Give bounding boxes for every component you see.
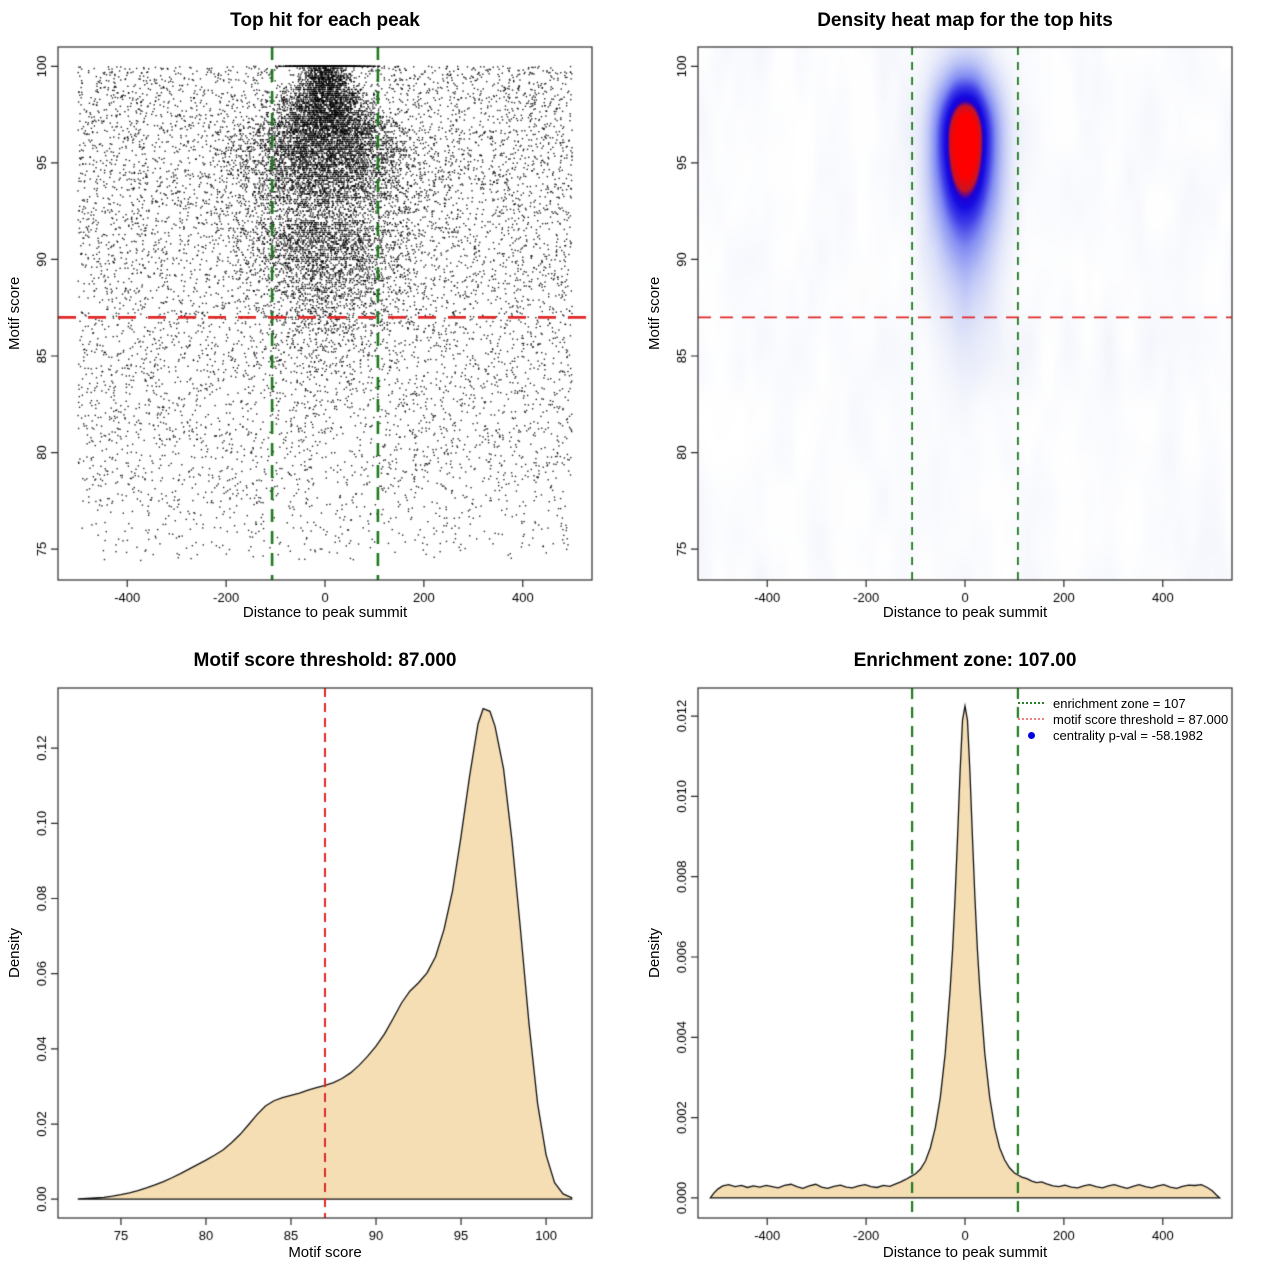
plot-legend: enrichment zone = 107 motif score thresh… xyxy=(1018,695,1228,743)
pvalue-dot-marker xyxy=(1018,731,1044,739)
legend-item: motif score threshold = 87.000 xyxy=(1018,711,1228,727)
panel-top-hit-scatter: Top hit for each peak Distance to peak s… xyxy=(0,0,640,640)
legend-item-label: motif score threshold = 87.000 xyxy=(1053,711,1229,727)
legend-item-label: centrality p-val = -58.1982 xyxy=(1053,727,1203,743)
score-density-title: Motif score threshold: 87.000 xyxy=(193,650,457,671)
scatter-title: Top hit for each peak xyxy=(230,10,420,31)
threshold-line-swatch xyxy=(1018,718,1044,720)
heatmap-xlabel: Distance to peak summit xyxy=(882,604,1048,621)
scatter-ylabel: Motif score xyxy=(6,276,23,351)
heatmap-ylabel: Motif score xyxy=(646,276,663,351)
distance-density-ylabel: Density xyxy=(646,927,663,979)
distance-density-title: Enrichment zone: 107.00 xyxy=(853,650,1077,671)
score-density-xlabel: Motif score xyxy=(288,1244,362,1261)
scatter-xlabel: Distance to peak summit xyxy=(242,604,408,621)
legend-item: centrality p-val = -58.1982 xyxy=(1018,727,1228,743)
panel-density-heatmap: Density heat map for the top hits Distan… xyxy=(640,0,1280,640)
distance-density-canvas xyxy=(640,640,1280,1280)
score-density-canvas xyxy=(0,640,640,1280)
scatter-plot-canvas xyxy=(0,0,640,640)
legend-item: enrichment zone = 107 xyxy=(1018,695,1228,711)
heatmap-title: Density heat map for the top hits xyxy=(817,10,1113,31)
panel-distance-density: Enrichment zone: 107.00 Distance to peak… xyxy=(640,640,1280,1280)
score-density-ylabel: Density xyxy=(6,927,23,979)
heatmap-canvas xyxy=(640,0,1280,640)
panel-motif-score-density: Motif score threshold: 87.000 Motif scor… xyxy=(0,640,640,1280)
enrichment-zone-line-swatch xyxy=(1018,702,1044,704)
legend-item-label: enrichment zone = 107 xyxy=(1053,695,1186,711)
distance-density-xlabel: Distance to peak summit xyxy=(882,1244,1048,1261)
